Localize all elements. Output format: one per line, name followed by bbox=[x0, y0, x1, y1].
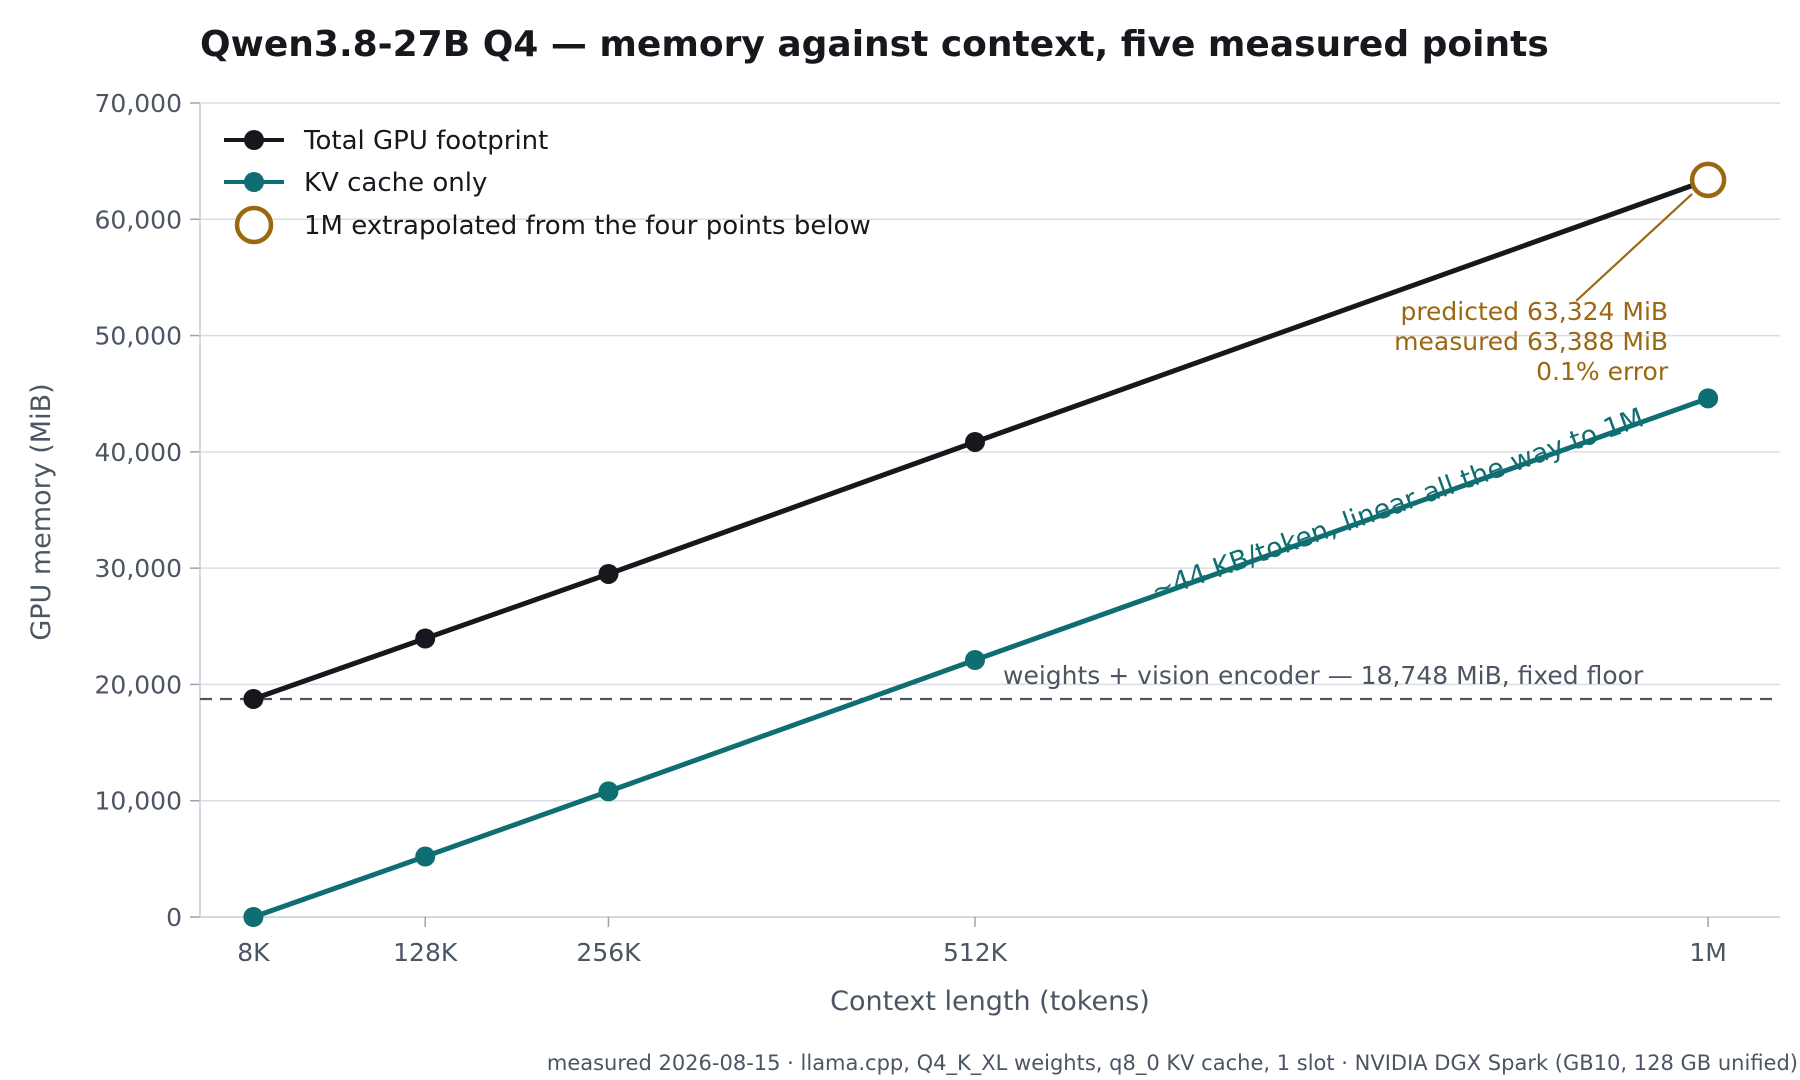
extrapolated-1m-marker bbox=[1689, 161, 1727, 199]
chart-title: Qwen3.8-27B Q4 — memory against context,… bbox=[200, 24, 1549, 65]
kv-point bbox=[243, 907, 264, 927]
prediction-predicted: predicted 63,324 MiB bbox=[1400, 297, 1668, 326]
x-tick-label: 512K bbox=[943, 938, 1008, 967]
y-tick-label: 20,000 bbox=[95, 670, 182, 699]
y-tick-label: 10,000 bbox=[95, 787, 182, 816]
x-tick-labels: 8K 128K 256K 512K 1M bbox=[237, 938, 1727, 967]
x-tick-label: 256K bbox=[576, 938, 641, 967]
legend-extrapolated-marker bbox=[234, 205, 274, 245]
y-axis-label: GPU memory (MiB) bbox=[26, 383, 57, 640]
legend-kv-label: KV cache only bbox=[304, 168, 487, 198]
y-tick-label: 70,000 bbox=[95, 89, 182, 118]
legend-total-label: Total GPU footprint bbox=[303, 126, 548, 156]
gridlines bbox=[200, 102, 1780, 802]
x-tick-label: 1M bbox=[1689, 938, 1726, 967]
kv-slope-annotation: ~44 KB/token, linear all the way to 1M bbox=[1147, 402, 1648, 606]
footnote: measured 2026-08-15 · llama.cpp, Q4_K_XL… bbox=[547, 1051, 1798, 1076]
total-point bbox=[243, 688, 264, 709]
prediction-measured: measured 63,388 MiB bbox=[1394, 327, 1668, 356]
series-kv-cache-only bbox=[243, 388, 1719, 927]
axes bbox=[190, 102, 1780, 927]
kv-point bbox=[1698, 388, 1719, 409]
y-tick-labels: 0 10,000 20,000 30,000 40,000 50,000 60,000 70,… bbox=[95, 89, 182, 932]
x-tick-label: 8K bbox=[237, 938, 270, 967]
total-point bbox=[965, 431, 986, 452]
y-tick-label: 60,000 bbox=[95, 205, 182, 234]
legend-kv-marker bbox=[244, 172, 264, 192]
kv-point bbox=[415, 846, 436, 867]
legend-total-marker bbox=[244, 130, 264, 150]
fixed-floor-label: weights + vision encoder — 18,748 MiB, f… bbox=[1003, 661, 1644, 690]
prediction-leader-line bbox=[1575, 193, 1693, 302]
prediction-error: 0.1% error bbox=[1536, 357, 1669, 386]
y-tick-label: 50,000 bbox=[95, 322, 182, 351]
kv-point bbox=[598, 781, 619, 802]
kv-point bbox=[965, 650, 986, 671]
total-point bbox=[415, 628, 436, 649]
total-point bbox=[598, 563, 619, 584]
x-axis-label: Context length (tokens) bbox=[830, 986, 1150, 1017]
y-tick-label: 0 bbox=[166, 903, 182, 932]
y-tick-label: 40,000 bbox=[95, 438, 182, 467]
legend: Total GPU footprint KV cache only 1M ext… bbox=[224, 126, 871, 245]
x-tick-label: 128K bbox=[393, 938, 458, 967]
series-total-gpu-footprint bbox=[243, 177, 1709, 709]
legend-extrapolated-label: 1M extrapolated from the four points bel… bbox=[304, 211, 871, 241]
y-tick-label: 30,000 bbox=[95, 554, 182, 583]
